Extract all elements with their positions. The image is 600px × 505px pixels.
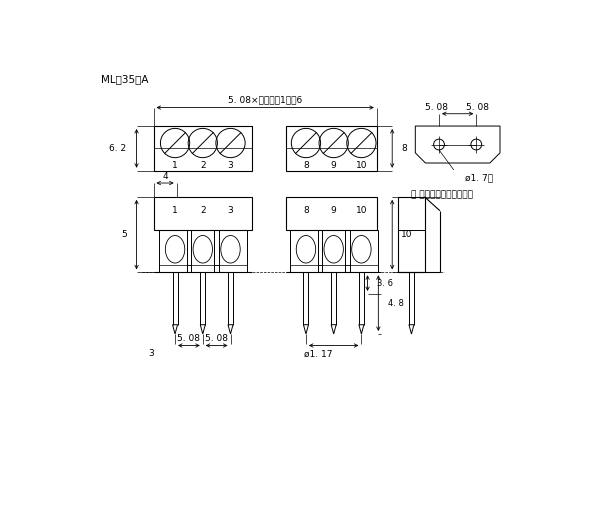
Bar [345, 230, 377, 272]
Text: 3. 6: 3. 6 [377, 279, 393, 288]
Text: 8: 8 [401, 144, 407, 153]
Text: 6. 2: 6. 2 [109, 144, 127, 153]
Text: 2: 2 [200, 161, 206, 170]
Polygon shape [173, 325, 178, 334]
Text: 1: 1 [172, 161, 178, 170]
Text: プ リント基板用取付孔例: プ リント基板用取付孔例 [412, 191, 473, 200]
Polygon shape [409, 325, 414, 334]
Bar [187, 230, 219, 272]
Polygon shape [228, 325, 233, 334]
Bar [317, 230, 350, 272]
Text: 3: 3 [148, 349, 154, 359]
Polygon shape [304, 325, 308, 334]
Bar [154, 197, 252, 230]
Bar [286, 197, 377, 230]
Text: 9: 9 [331, 161, 337, 170]
Text: ML－35－A: ML－35－A [101, 74, 149, 84]
Text: ø1. 17: ø1. 17 [304, 349, 332, 359]
Text: 8: 8 [303, 161, 309, 170]
Bar [286, 126, 377, 171]
Text: 2: 2 [200, 206, 206, 215]
Text: 10: 10 [356, 206, 367, 215]
Bar [290, 230, 322, 272]
Text: 1: 1 [172, 206, 178, 215]
Text: 4. 8: 4. 8 [388, 298, 403, 308]
Bar [214, 230, 247, 272]
Bar [159, 230, 191, 272]
Text: 3: 3 [227, 161, 233, 170]
Text: 8: 8 [303, 206, 309, 215]
Text: 4: 4 [162, 172, 168, 181]
Text: 5: 5 [121, 230, 127, 239]
Text: ø1. 7孔: ø1. 7孔 [466, 174, 493, 183]
Text: 5. 08: 5. 08 [425, 103, 448, 112]
Polygon shape [359, 325, 364, 334]
Text: 9: 9 [331, 206, 337, 215]
Text: 5. 08: 5. 08 [466, 103, 490, 112]
Text: 5. 08: 5. 08 [205, 334, 228, 343]
Bar [398, 197, 425, 272]
Polygon shape [331, 325, 336, 334]
Polygon shape [200, 325, 205, 334]
Text: 10: 10 [401, 230, 413, 239]
Text: 10: 10 [356, 161, 367, 170]
Bar [154, 126, 252, 171]
Text: 5. 08: 5. 08 [178, 334, 200, 343]
Text: 5. 08×（極数－1）＋6: 5. 08×（極数－1）＋6 [228, 95, 302, 105]
Text: 3: 3 [227, 206, 233, 215]
